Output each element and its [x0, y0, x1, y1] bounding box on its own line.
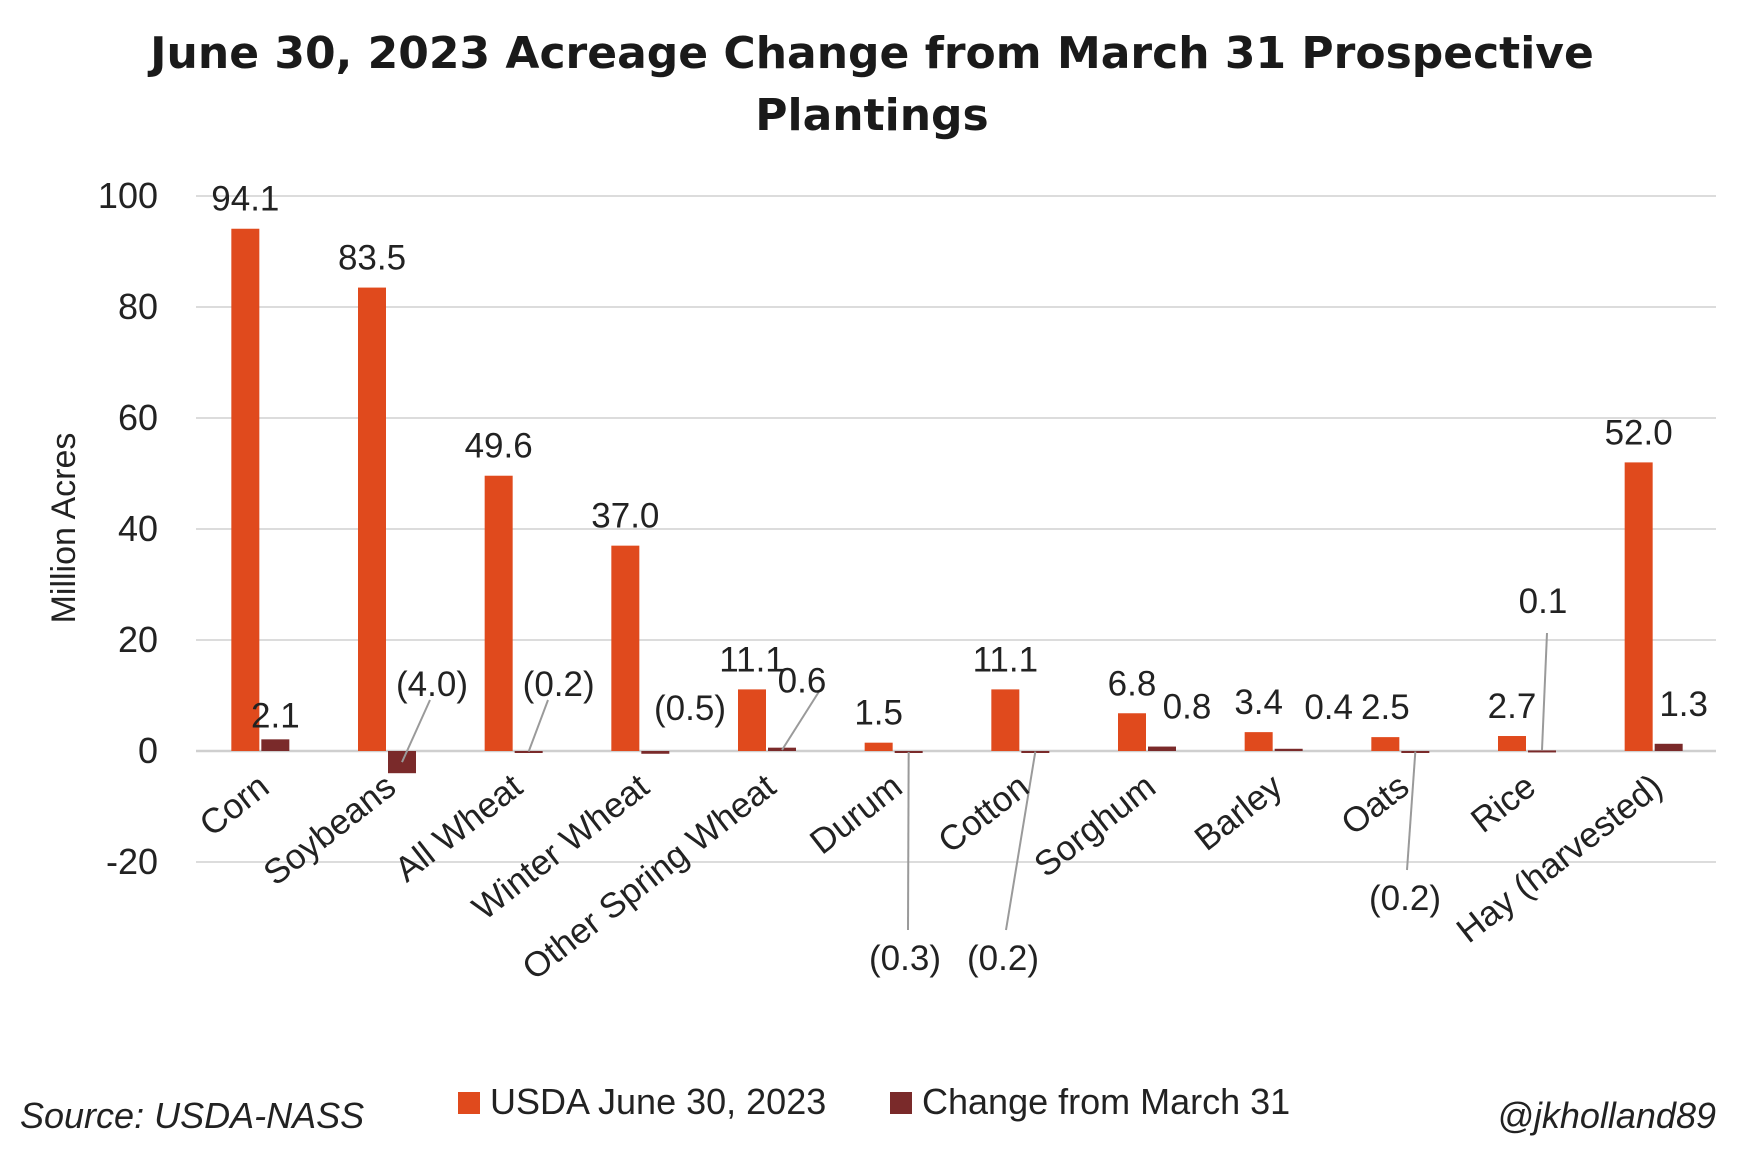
data-label-change: (0.3)	[869, 939, 941, 978]
leader-line	[781, 689, 821, 751]
leader-line	[1406, 751, 1417, 871]
leader-line	[527, 699, 549, 752]
x-tick-label: Durum	[803, 767, 910, 862]
y-tick-label: 100	[98, 175, 158, 216]
bar-usda-5	[864, 742, 893, 751]
bar-usda-1	[358, 287, 386, 751]
data-label-change: (0.2)	[1369, 879, 1441, 918]
data-label-usda: 11.1	[973, 640, 1039, 679]
chart-title-line-1: June 30, 2023 Acreage Change from March …	[147, 28, 1594, 79]
bar-usda-8	[1244, 732, 1273, 751]
bar-change-0	[261, 739, 290, 751]
y-tick-label: 80	[118, 286, 158, 327]
data-label-usda: 52.0	[1605, 413, 1673, 452]
bar-change-3	[641, 751, 670, 754]
bar-usda-7	[1118, 713, 1146, 751]
x-tick-label: Corn	[192, 767, 276, 844]
y-axis-label: Million Acres	[45, 433, 83, 624]
data-label-change: (0.5)	[654, 689, 726, 728]
legend-label-usda: USDA June 30, 2023	[490, 1081, 826, 1122]
data-label-change: 0.6	[778, 662, 827, 701]
bar-usda-2	[484, 475, 513, 751]
data-label-usda: 49.6	[465, 427, 533, 466]
x-tick-label: Rice	[1464, 767, 1543, 841]
y-tick-label: 40	[118, 508, 158, 549]
data-label-usda: 3.4	[1234, 683, 1283, 722]
bar-usda-10	[1498, 736, 1526, 751]
y-tick-label: 60	[118, 397, 158, 438]
data-label-usda: 37.0	[591, 497, 659, 536]
bar-usda-9	[1371, 737, 1400, 751]
y-tick-label: -20	[106, 841, 158, 882]
bar-usda-11	[1624, 462, 1653, 751]
data-label-change: 0.1	[1519, 582, 1568, 621]
bar-usda-6	[991, 689, 1020, 751]
data-label-change: 1.3	[1659, 685, 1708, 724]
legend-swatch-usda	[458, 1092, 480, 1114]
data-label-usda: 11.1	[719, 640, 785, 679]
data-label-change: (0.2)	[523, 665, 595, 704]
leader-line	[1005, 751, 1037, 931]
legend-swatch-change	[890, 1092, 912, 1114]
bar-usda-4	[738, 689, 766, 751]
bar-usda-3	[611, 545, 640, 751]
data-label-change: 0.4	[1304, 688, 1353, 727]
source-note: Source: USDA-NASS	[20, 1095, 364, 1136]
data-label-usda: 1.5	[854, 694, 903, 733]
data-label-change: 0.8	[1163, 688, 1212, 727]
chart-title-line-2: Plantings	[755, 90, 988, 141]
data-label-usda: 6.8	[1108, 664, 1157, 703]
bar-usda-0	[231, 228, 260, 751]
author-credit: @jkholland89	[1497, 1095, 1716, 1136]
leader-line	[907, 751, 910, 931]
data-label-usda: 83.5	[338, 239, 406, 278]
data-label-change: (0.2)	[967, 939, 1039, 978]
data-label-change: 2.1	[251, 696, 300, 735]
data-label-usda: 2.7	[1488, 687, 1537, 726]
legend-label-change: Change from March 31	[922, 1081, 1290, 1122]
leader-line	[1541, 632, 1548, 751]
bar-change-11	[1654, 743, 1683, 751]
leader-line	[401, 699, 431, 763]
bar-change-10	[1528, 750, 1556, 753]
data-label-change: (4.0)	[396, 665, 468, 704]
data-label-usda: 94.1	[211, 180, 279, 219]
data-label-usda: 2.5	[1361, 688, 1410, 727]
x-tick-label: Barley	[1187, 766, 1290, 858]
bar-change-2	[514, 751, 543, 753]
x-tick-label: Oats	[1334, 767, 1416, 843]
bar-change-7	[1148, 746, 1176, 751]
x-tick-label: Sorghum	[1027, 767, 1163, 885]
bar-change-8	[1274, 748, 1303, 751]
x-tick-label: Soybeans	[256, 767, 403, 894]
y-tick-label: 0	[138, 730, 158, 771]
y-tick-label: 20	[118, 619, 158, 660]
